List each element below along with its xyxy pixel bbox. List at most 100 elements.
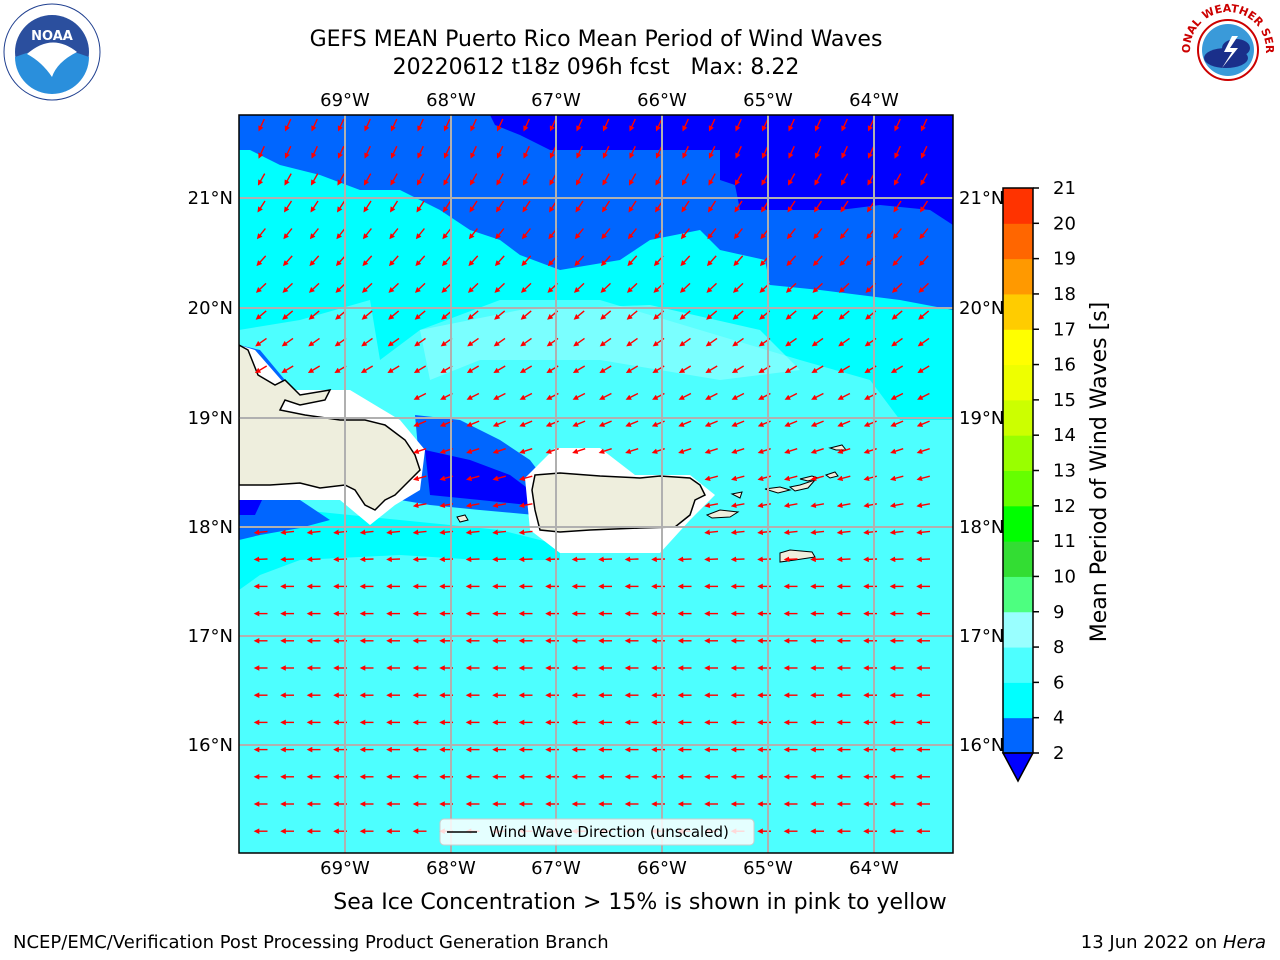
colorbar-tick-label: 16 [1053,355,1076,376]
colorbar-tick-label: 11 [1053,531,1076,552]
wave-direction-arrow [282,310,294,320]
wave-direction-arrow [522,173,531,186]
wave-direction-arrow [518,475,533,481]
wave-direction-arrow [629,118,636,132]
wave-direction-arrow [814,118,822,132]
wave-direction-arrow [441,255,452,267]
wave-direction-arrow [734,200,743,213]
wave-direction-arrow [788,118,795,132]
wave-direction-arrow [810,502,825,509]
wave-direction-arrow [629,145,636,159]
wave-direction-arrow [840,173,849,186]
wave-direction-arrow [628,173,637,186]
wave-direction-arrow [492,475,506,481]
wave-direction-arrow [572,392,586,400]
wave-direction-arrow [519,448,533,454]
wave-direction-arrow [522,200,531,213]
wave-direction-arrow [576,145,583,159]
wave-direction-arrow [810,420,824,427]
lat-label: 18°N [959,517,1004,538]
wave-direction-arrow [706,282,717,293]
wave-direction-arrow [783,502,798,509]
wave-direction-arrow [281,365,294,374]
wave-direction-arrow [890,420,904,427]
period-8-9-zone [420,305,800,380]
wave-direction-arrow [731,448,745,454]
colorbar-swatch [1003,576,1033,613]
run-host: Hera [1222,932,1266,953]
wave-direction-arrow [839,228,849,240]
colorbar-tick-label: 4 [1053,708,1064,729]
wave-direction-arrow [784,392,798,400]
wave-direction-arrow [496,173,504,186]
wave-direction-arrow [364,118,371,132]
colorbar-swatch [1003,611,1033,648]
wave-direction-arrow [467,282,479,293]
wave-direction-arrow [256,255,267,267]
wave-direction-arrow [575,173,584,186]
wave-direction-arrow [680,228,690,240]
wave-direction-arrow [730,502,745,509]
colorbar-swatch [1003,470,1033,507]
colorbar-tick-label: 19 [1053,249,1076,270]
wave-direction-arrow [417,118,424,132]
wave-direction-arrow [255,337,267,347]
wave-direction-arrow [919,228,929,240]
wave-direction-arrow [838,337,850,347]
colorbar-tick-label: 8 [1053,637,1064,658]
wave-direction-arrow [388,282,399,293]
wave-direction-arrow [814,173,822,186]
wave-direction-arrow [363,173,372,186]
wave-direction-arrow [678,448,692,454]
wave-direction-arrow [361,337,373,347]
wave-direction-arrow [283,200,293,213]
wave-direction-arrow [920,118,928,132]
wave-direction-arrow [918,282,929,293]
wave-direction-arrow [282,255,293,267]
wave-direction-arrow [627,255,638,267]
wave-direction-arrow [258,118,265,132]
wave-direction-arrow [891,310,903,320]
lat-labels-right: 21°N 20°N 19°N 18°N 17°N 16°N [959,188,1004,756]
wave-direction-arrow [735,145,742,159]
wave-direction-arrow [386,529,401,536]
wave-direction-arrow [814,145,822,159]
wave-direction-arrow [308,282,320,293]
nws-logo: NATIONAL WEATHER SERVICE [1180,2,1276,96]
wave-direction-arrow [784,365,798,374]
wave-direction-arrow [920,173,928,186]
wave-direction-arrow [253,529,268,536]
lat-label: 16°N [959,735,1004,756]
wave-direction-arrow [841,118,848,132]
lon-label: 69°W [320,858,370,879]
lon-label: 65°W [743,858,793,879]
wave-direction-arrow [336,200,346,213]
colorbar-swatch [1003,293,1033,330]
wave-direction-arrow [359,529,374,536]
lon-label: 68°W [426,858,476,879]
wave-direction-arrow [390,118,398,132]
wave-direction-arrow [337,173,345,186]
wave-direction-arrow [786,228,796,240]
wave-direction-arrow [495,228,505,240]
wave-direction-arrow [493,392,506,400]
wave-direction-arrow [388,310,400,320]
wave-direction-arrow [788,145,795,159]
lat-label: 17°N [188,626,233,647]
wave-direction-arrow [390,173,398,186]
wave-direction-arrow [863,475,877,481]
wave-direction-arrow [360,365,374,374]
wave-direction-arrow [841,145,848,159]
wave-direction-arrow [598,448,612,454]
wave-direction-arrow [678,365,692,374]
wave-direction-arrow [306,529,321,536]
lon-label: 64°W [849,858,899,879]
wave-direction-arrow [626,282,638,293]
lon-labels-bottom: 69°W 68°W 67°W 66°W 65°W 64°W [320,858,899,879]
colorbar-tick-label: 13 [1053,461,1076,482]
wave-direction-arrow [893,173,902,186]
colorbar-tick-labels: 2 4 6 8 9 10 11 12 13 14 15 16 17 18 19 20 21 [1033,178,1076,764]
wave-direction-arrow [892,228,902,240]
wave-direction-arrow [890,365,904,374]
colorbar-tick-label: 14 [1053,425,1076,446]
